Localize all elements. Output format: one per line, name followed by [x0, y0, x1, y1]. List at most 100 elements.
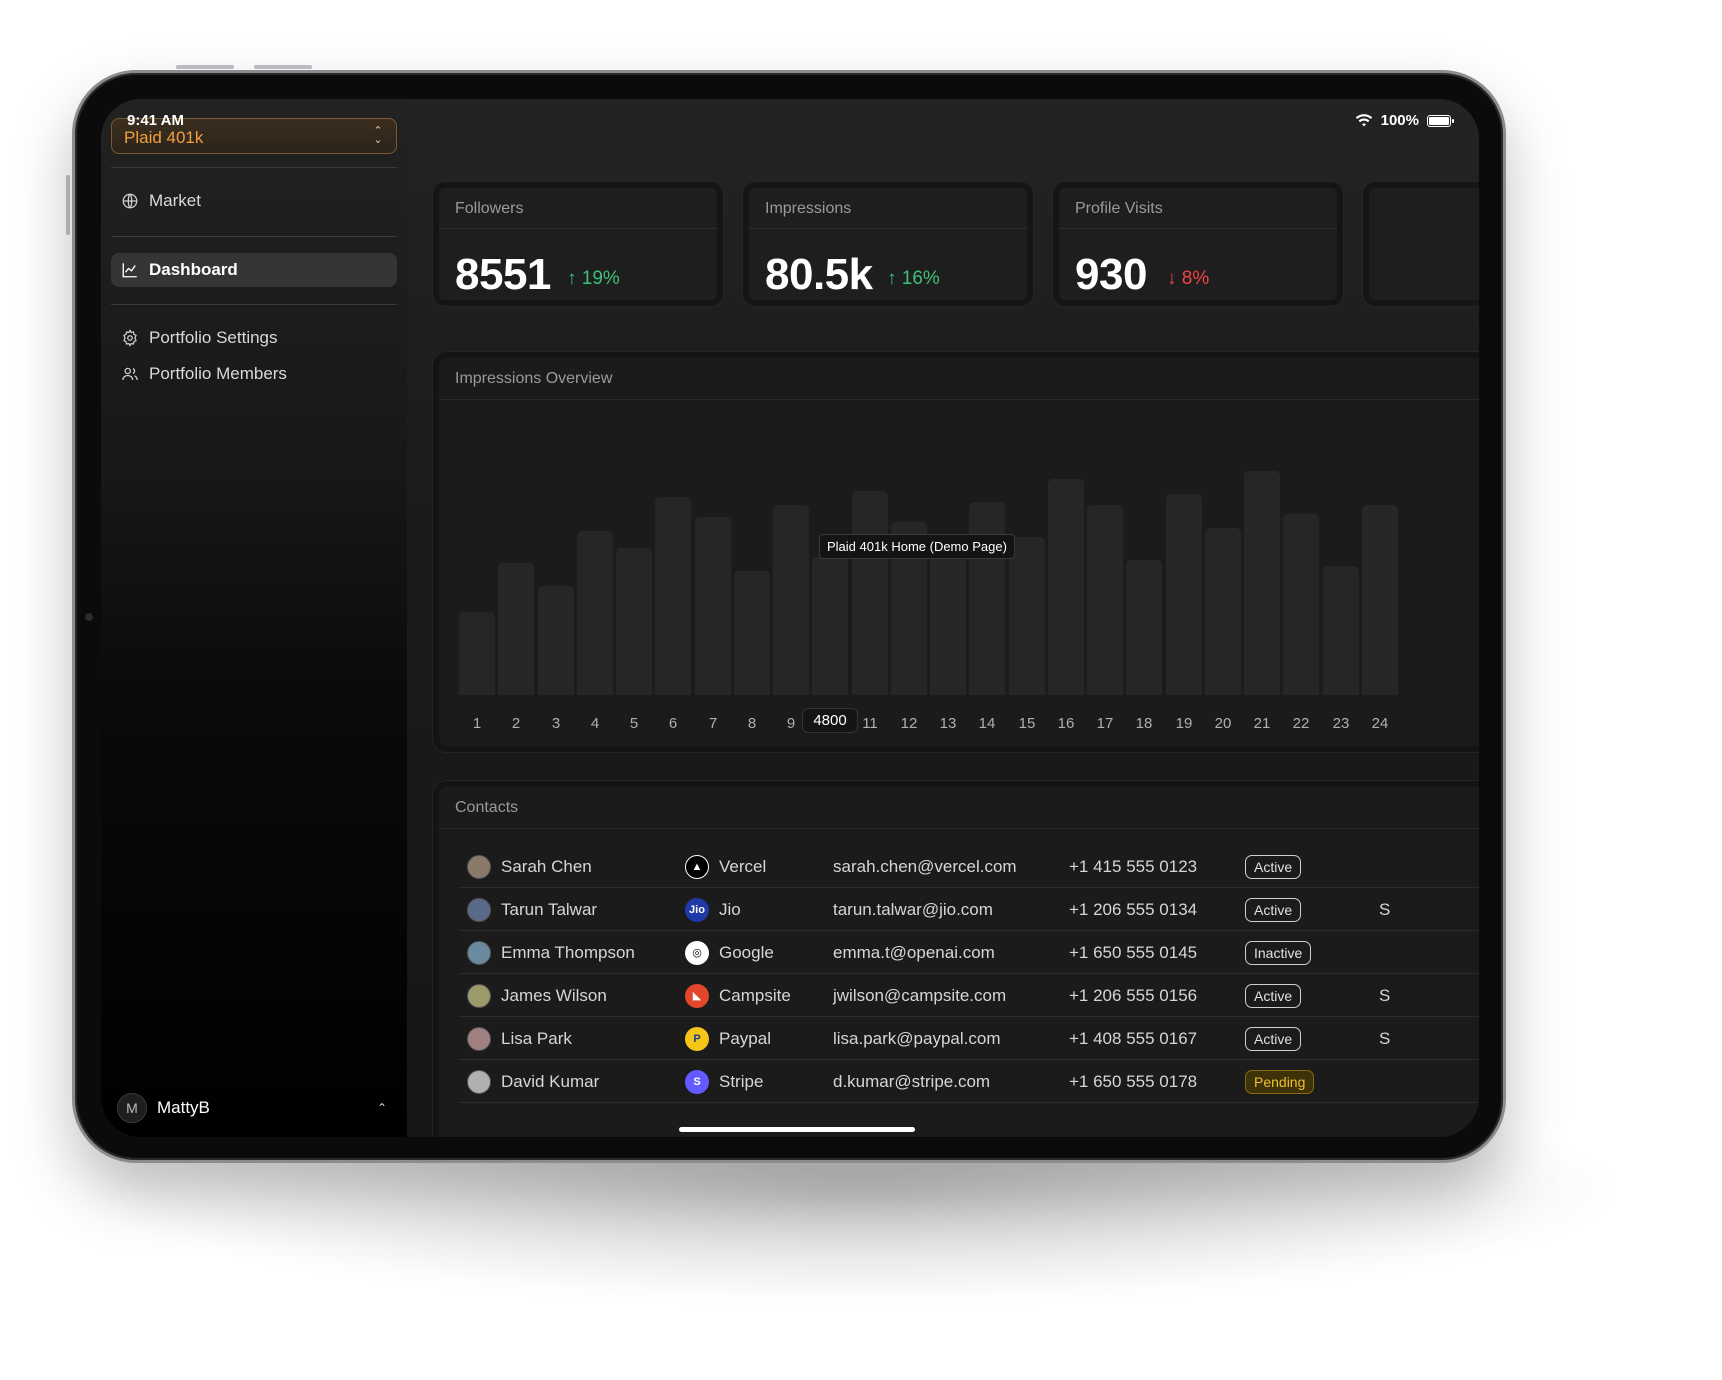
- battery-percent: 100%: [1380, 112, 1419, 129]
- screen: Plaid 401k ⌃ ⌄ 9:41 AM Market Dashboard P…: [101, 99, 1479, 1137]
- main-content: 100% Followers 8551 ↑ 19% Impressions 80…: [407, 99, 1479, 1137]
- workspace-switcher[interactable]: Plaid 401k ⌃ ⌄: [111, 118, 397, 154]
- table-row[interactable]: Lisa Park P Paypal lisa.park@paypal.com +1 4…: [459, 1017, 1479, 1060]
- chart-bar[interactable]: [459, 612, 495, 695]
- stat-card-partial: [1363, 182, 1479, 306]
- chart-tick-label: 17: [1096, 715, 1114, 732]
- chart-bar[interactable]: [734, 571, 770, 695]
- chart-bar[interactable]: [1205, 528, 1241, 695]
- sidebar-item-label: Portfolio Settings: [149, 328, 278, 347]
- chart-bar[interactable]: [812, 557, 848, 695]
- company-cell: P Paypal: [685, 1017, 771, 1060]
- chart-tick-label: 1: [472, 715, 482, 732]
- arrow-up-icon: ↑: [567, 268, 582, 289]
- contact-name-cell: Tarun Talwar: [467, 888, 597, 931]
- chart-bar[interactable]: [773, 505, 809, 695]
- stat-delta: ↑ 19%: [567, 268, 620, 289]
- phone-cell: +1 650 555 0178: [1069, 1071, 1198, 1091]
- chart-bar[interactable]: [1087, 505, 1123, 695]
- company-logo-icon: ◣: [685, 983, 709, 1008]
- contact-name-cell: Sarah Chen: [467, 845, 592, 888]
- chart-tick-label: 11: [862, 715, 878, 732]
- chart-bar[interactable]: [498, 563, 534, 695]
- chart-bar[interactable]: [1048, 479, 1084, 695]
- power-button: [66, 175, 70, 235]
- avatar: [467, 940, 491, 965]
- chart-bar[interactable]: [695, 517, 731, 695]
- company-cell: Jio Jio: [685, 888, 741, 931]
- truncated-cell: S: [1379, 985, 1391, 1005]
- stat-delta: ↑ 16%: [887, 268, 940, 289]
- stat-title: Impressions: [765, 200, 852, 217]
- chart-bar[interactable]: [1323, 566, 1359, 695]
- chart-bar[interactable]: [616, 548, 652, 695]
- gear-icon: [123, 329, 137, 347]
- users-icon: [122, 367, 138, 381]
- chart-tick-label: 14: [978, 715, 996, 732]
- ipad-frame: Plaid 401k ⌃ ⌄ 9:41 AM Market Dashboard P…: [72, 70, 1506, 1163]
- email-cell[interactable]: emma.t@openai.com: [833, 942, 995, 962]
- status-cell: Active: [1245, 845, 1302, 888]
- phone-cell: +1 415 555 0123: [1069, 856, 1198, 876]
- status-badge: Active: [1245, 897, 1302, 922]
- volume-button: [254, 65, 312, 69]
- avatar: [467, 1069, 491, 1094]
- table-row[interactable]: Emma Thompson ◎ Google emma.t@openai.com +1 …: [459, 931, 1479, 974]
- status-cell: Active: [1245, 974, 1302, 1017]
- sidebar-item-portfolio-members[interactable]: Portfolio Members: [111, 357, 397, 391]
- company-logo-icon: S: [685, 1069, 709, 1094]
- wifi-icon: [1355, 114, 1372, 127]
- email-cell[interactable]: tarun.talwar@jio.com: [833, 899, 993, 919]
- divider: [111, 167, 397, 168]
- chart-bar[interactable]: [1009, 537, 1045, 695]
- avatar: [467, 897, 491, 922]
- chart-bar[interactable]: [930, 554, 966, 695]
- company-cell: S Stripe: [685, 1060, 763, 1103]
- status-bar-right: 100%: [1355, 112, 1454, 129]
- table-row[interactable]: David Kumar S Stripe d.kumar@stripe.com +1 6…: [459, 1060, 1479, 1103]
- chart-tick-label: 13: [939, 715, 957, 732]
- chart-bar[interactable]: [1362, 505, 1398, 695]
- battery-icon: [1427, 114, 1454, 127]
- sidebar-item-dashboard[interactable]: Dashboard: [111, 253, 397, 287]
- chart-bar[interactable]: [577, 531, 613, 695]
- email-cell[interactable]: d.kumar@stripe.com: [833, 1071, 991, 1091]
- chart-line-icon: [122, 263, 137, 278]
- chart-bar[interactable]: [1283, 514, 1319, 695]
- chart-bar[interactable]: [538, 586, 574, 695]
- chart-tick-label: 2: [511, 715, 521, 732]
- company-cell: ◣ Campsite: [685, 974, 791, 1017]
- stat-card-followers: Followers 8551 ↑ 19%: [433, 182, 723, 306]
- sidebar-item-label: Market: [149, 191, 201, 210]
- email-cell[interactable]: lisa.park@paypal.com: [833, 1028, 1001, 1048]
- user-menu[interactable]: M MattyB ⌃: [117, 1091, 393, 1125]
- table-row[interactable]: James Wilson ◣ Campsite jwilson@campsite.co…: [459, 974, 1479, 1017]
- table-row[interactable]: Tarun Talwar Jio Jio tarun.talwar@jio.com +1…: [459, 888, 1479, 931]
- chart-tick-label: 12: [900, 715, 918, 732]
- stat-title: Profile Visits: [1075, 200, 1163, 217]
- chart-bar[interactable]: [1244, 471, 1280, 695]
- email-cell[interactable]: jwilson@campsite.com: [833, 985, 1007, 1005]
- chart-tick-label: 19: [1175, 715, 1193, 732]
- chart-tick-label: 6: [668, 715, 678, 732]
- chart-tick-label: 16: [1057, 715, 1075, 732]
- status-badge: Pending: [1245, 1069, 1315, 1094]
- stat-card-impressions: Impressions 80.5k ↑ 16%: [743, 182, 1033, 306]
- contacts-title: Contacts: [455, 799, 519, 816]
- impressions-chart: 1 2 3 4 5 6 7 8 9 4800 11 12 13 14 15 16 17 18 19 20 21 22 23 2…: [439, 358, 1479, 733]
- stat-value: 930: [1075, 250, 1147, 299]
- chart-bar[interactable]: [1166, 494, 1202, 695]
- chart-bar[interactable]: [1126, 560, 1162, 695]
- home-indicator[interactable]: [679, 1127, 915, 1132]
- chart-bar[interactable]: [969, 502, 1005, 695]
- chart-bar[interactable]: [852, 491, 888, 695]
- chart-tick-label: 22: [1292, 715, 1310, 732]
- sidebar-item-market[interactable]: Market: [111, 184, 397, 218]
- contact-name-cell: James Wilson: [467, 974, 607, 1017]
- email-cell[interactable]: sarah.chen@vercel.com: [833, 856, 1017, 876]
- sidebar-item-label: Dashboard: [149, 260, 238, 279]
- sidebar-item-portfolio-settings[interactable]: Portfolio Settings: [111, 321, 397, 355]
- chart-bar[interactable]: [655, 497, 691, 695]
- status-badge: Active: [1245, 1026, 1302, 1051]
- table-row[interactable]: Sarah Chen ▲ Vercel sarah.chen@vercel.com +1…: [459, 845, 1479, 888]
